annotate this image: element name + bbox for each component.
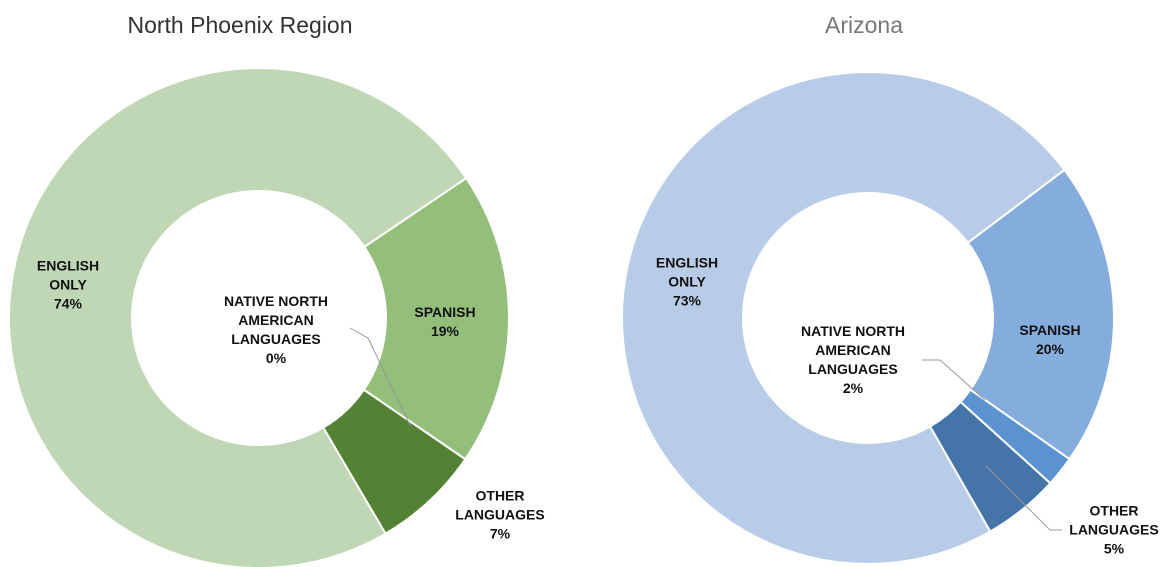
data-label: SPANISH 19% [400, 303, 490, 341]
donut-slice [928, 400, 1052, 533]
category-label: OTHER LANGUAGES [455, 487, 545, 523]
value-label: 2% [842, 380, 864, 396]
leader-line [349, 327, 411, 426]
data-label: ENGLISH ONLY 73% [647, 254, 727, 311]
leader-line [984, 464, 1062, 531]
value-label: 7% [489, 525, 511, 542]
donut-slice [321, 388, 467, 535]
donut-slice [966, 168, 1115, 461]
value-label: 73% [672, 292, 702, 309]
value-label: 20% [1035, 341, 1065, 357]
chart-title: Arizona [825, 12, 903, 38]
category-label: ENGLISH ONLY [655, 254, 719, 290]
category-label: SPANISH [1019, 322, 1081, 338]
category-label: SPANISH [414, 304, 476, 320]
leader-line [922, 359, 986, 401]
donut-slice [362, 176, 510, 461]
category-label: ENGLISH ONLY [36, 257, 100, 293]
value-label: 19% [430, 323, 460, 339]
value-label: 0% [265, 350, 287, 366]
value-label: 74% [53, 295, 83, 312]
donut-slice [8, 67, 468, 567]
donut-slice [621, 71, 1066, 565]
data-label: SPANISH 20% [1005, 321, 1095, 359]
category-label: NATIVE NORTH AMERICAN LANGUAGES [224, 293, 328, 347]
data-label: NATIVE NORTH AMERICAN LANGUAGES 0% [211, 292, 341, 368]
chart-title: North Phoenix Region [127, 12, 353, 38]
value-label: 5% [1103, 540, 1125, 557]
data-label: OTHER LANGUAGES 7% [445, 487, 555, 544]
data-label: ENGLISH ONLY 74% [28, 257, 108, 314]
data-label: OTHER LANGUAGES 5% [1059, 502, 1169, 559]
category-label: OTHER LANGUAGES [1069, 502, 1159, 538]
data-label: NATIVE NORTH AMERICAN LANGUAGES 2% [788, 322, 918, 398]
category-label: NATIVE NORTH AMERICAN LANGUAGES [801, 323, 905, 377]
